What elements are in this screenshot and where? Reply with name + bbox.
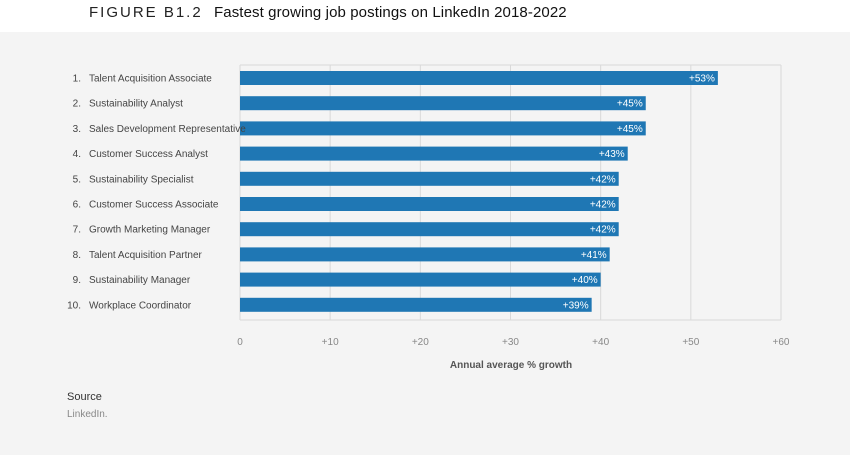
category-label: Talent Acquisition Associate [89,74,212,85]
x-tick-label: 0 [237,337,243,348]
bar [240,272,601,287]
bar-value-label: +42% [590,200,616,211]
category-label: Talent Acquisition Partner [89,250,203,261]
bar-value-label: +39% [563,300,589,311]
bar-value-label: +53% [689,74,715,85]
bar [240,71,718,85]
rank-label: 10. [67,300,81,311]
category-label: Sustainability Specialist [89,174,194,185]
rank-label: 4. [73,149,81,160]
bar [240,222,619,237]
category-label: Sustainability Manager [89,275,191,286]
x-axis-label: Annual average % growth [450,360,572,371]
bar [240,96,646,111]
rank-label: 6. [73,200,81,211]
bar [240,171,619,186]
bar [240,121,646,136]
source-heading: Source [67,391,102,403]
category-label: Growth Marketing Manager [89,225,211,236]
rank-label: 9. [73,275,81,286]
bar [240,247,610,262]
bar-value-label: +41% [581,250,607,261]
x-tick-label: +30 [502,337,519,348]
figure-title: Fastest growing job postings on LinkedIn… [214,4,567,21]
rank-label: 8. [73,250,81,261]
x-tick-label: +50 [682,337,699,348]
figure-header: FIGURE B1.2 Fastest growing job postings… [0,0,850,32]
source-text: LinkedIn. [67,409,108,420]
category-label: Sales Development Representative [89,124,246,135]
bar-value-label: +42% [590,174,616,185]
bar-layer: +53% +45% +45% +43% +42% +42% +42% +41% +40% +39% [240,71,718,312]
rank-label: 2. [73,99,81,110]
bar-value-label: +43% [599,149,625,160]
x-tick-label: +20 [412,337,429,348]
category-label: Customer Success Analyst [89,149,208,160]
bar [240,197,619,211]
figure-label: FIGURE B1.2 [89,4,203,21]
category-label-layer: 1. Talent Acquisition Associate 2. Sustaina… [67,74,246,312]
x-tick-label: +60 [773,337,790,348]
bar-chart: +53% +45% +45% +43% +42% +42% +42% +41% +40% +39%… [67,64,790,371]
rank-label: 1. [73,74,81,85]
category-label: Sustainability Analyst [89,99,183,110]
bar-value-label: +45% [617,99,643,110]
category-label: Customer Success Associate [89,200,219,211]
x-tick-label: +40 [592,337,609,348]
bar-value-label: +42% [590,225,616,236]
bar-value-label: +40% [572,275,598,286]
category-label: Workplace Coordinator [89,300,192,311]
rank-label: 5. [73,174,81,185]
x-tick-label: +10 [322,337,339,348]
rank-label: 7. [73,225,81,236]
bar [240,297,592,312]
bar [240,146,628,161]
bar-value-label: +45% [617,124,643,135]
rank-label: 3. [73,124,81,135]
x-tick-layer: 0 +10 +20 +30 +40 +50 +60 [237,337,790,348]
